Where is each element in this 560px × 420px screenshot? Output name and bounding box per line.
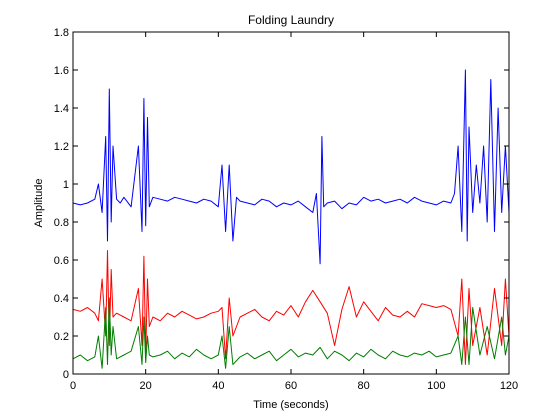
- plot-area: [72, 69, 510, 369]
- x-tick-label: 80: [358, 380, 370, 392]
- y-tick-label: 0: [63, 369, 69, 381]
- series-line-3: [72, 297, 510, 369]
- x-tick-label: 0: [70, 380, 76, 392]
- chart-title: Folding Laundry: [248, 13, 334, 27]
- y-axis-label: Amplitude: [33, 179, 45, 228]
- x-tick-label: 120: [500, 380, 518, 392]
- y-tick-label: 0.4: [54, 293, 69, 305]
- y-tick-label: 0.6: [54, 255, 69, 267]
- x-axis-label: Time (seconds): [253, 399, 328, 411]
- x-tick-label: 40: [212, 380, 224, 392]
- x-tick-label: 100: [427, 380, 445, 392]
- axis-ticks: 0 20 40 60 80 100 120 0 0.2 0.4 0.6 0.8 1 1.2 1.4 1.6 1.…: [54, 27, 518, 392]
- y-tick-label: 1.8: [54, 27, 69, 39]
- plot-frame: [72, 31, 510, 375]
- y-tick-label: 1.4: [54, 103, 69, 115]
- y-tick-label: 0.2: [54, 331, 69, 343]
- x-tick-label: 20: [140, 380, 152, 392]
- series-line-1: [72, 69, 510, 265]
- series-line-2: [72, 250, 510, 365]
- x-tick-label: 60: [285, 380, 297, 392]
- y-tick-label: 1: [63, 179, 69, 191]
- y-tick-label: 1.2: [54, 141, 69, 153]
- y-tick-label: 1.6: [54, 65, 69, 77]
- y-tick-label: 0.8: [54, 217, 69, 229]
